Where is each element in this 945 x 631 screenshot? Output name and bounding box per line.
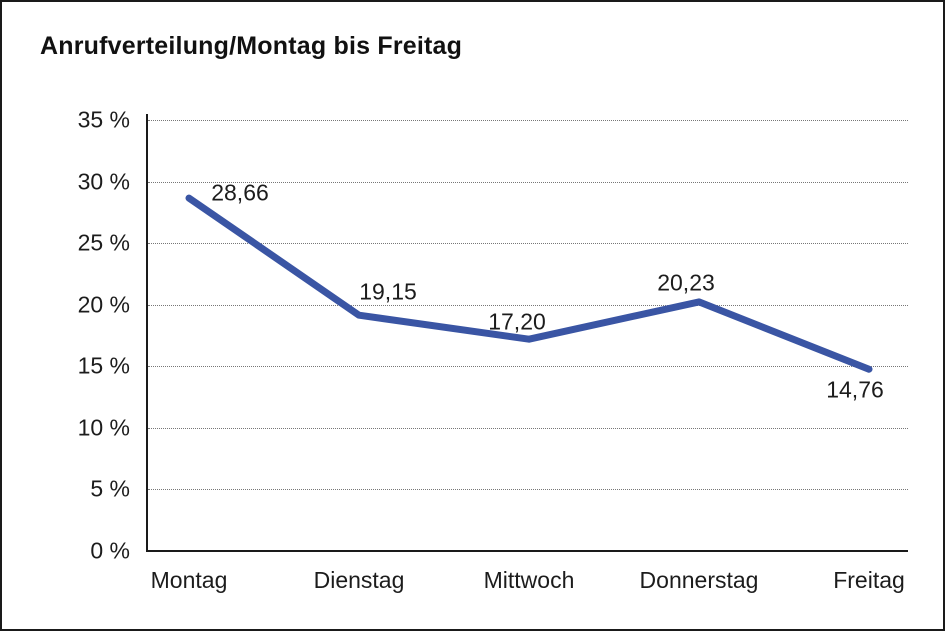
y-tick-label: 35 % (77, 106, 130, 133)
x-axis-line (146, 550, 908, 552)
data-point-label: 17,20 (488, 308, 546, 335)
y-tick-label: 0 % (90, 537, 130, 564)
x-axis-label: Dienstag (313, 567, 405, 593)
x-axis-label: Mittwoch (483, 567, 575, 593)
gridline (148, 243, 908, 245)
x-axis-label: Montag (150, 567, 228, 593)
gridline (148, 304, 908, 306)
gridline (148, 366, 908, 368)
series-line (185, 194, 873, 373)
x-axis-label: Donnerstag (639, 567, 759, 593)
gridline (148, 489, 908, 491)
data-point-label: 14,76 (826, 376, 884, 403)
y-tick-label: 20 % (77, 291, 130, 318)
y-tick-label: 5 % (90, 475, 130, 502)
y-tick-label: 30 % (77, 168, 130, 195)
y-tick-label: 25 % (77, 229, 130, 256)
gridline (148, 181, 908, 183)
y-axis-line (146, 114, 148, 551)
x-axis-label: Freitag (833, 567, 905, 593)
gridline (148, 427, 908, 429)
data-point-label: 20,23 (657, 269, 715, 296)
data-point-label: 19,15 (359, 278, 417, 305)
gridline (148, 120, 908, 121)
y-tick-label: 10 % (77, 414, 130, 441)
data-point-label: 28,66 (211, 179, 269, 206)
chart-title: Anrufverteilung/Montag bis Freitag (40, 32, 463, 60)
y-tick-label: 15 % (77, 352, 130, 379)
